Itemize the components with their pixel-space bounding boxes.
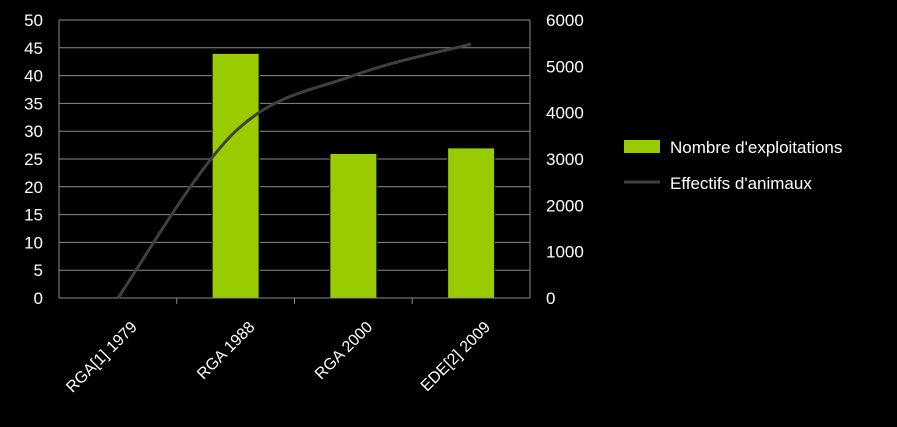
right-tick-label: 1000 <box>546 243 584 262</box>
left-tick-label: 15 <box>24 206 43 225</box>
left-tick-label: 45 <box>24 39 43 58</box>
right-tick-label: 6000 <box>546 11 584 30</box>
right-tick-label: 4000 <box>546 104 584 123</box>
right-tick-label: 0 <box>546 289 555 308</box>
category-labels: RGA[1] 1979 RGA 1988 RGA 2000 EDE[2] 2009 <box>63 319 494 397</box>
left-tick-label: 30 <box>24 122 43 141</box>
bar <box>447 147 496 299</box>
left-tick-label: 25 <box>24 150 43 169</box>
axes <box>58 20 531 304</box>
legend-label-bars: Nombre d'exploitations <box>670 138 842 157</box>
category-label: EDE[2] 2009 <box>418 319 494 395</box>
left-tick-label: 5 <box>34 261 43 280</box>
right-tick-label: 2000 <box>546 196 584 215</box>
category-label: RGA[1] 1979 <box>63 319 141 397</box>
right-tick-label: 5000 <box>546 57 584 76</box>
bar <box>329 152 378 299</box>
right-axis-ticks: 0 1000 2000 3000 4000 5000 6000 <box>546 11 584 308</box>
category-label: RGA 2000 <box>312 319 376 383</box>
category-label: RGA 1988 <box>194 319 258 383</box>
left-tick-label: 0 <box>34 289 43 308</box>
line-series <box>116 42 472 299</box>
left-tick-label: 40 <box>24 67 43 86</box>
bar-series <box>211 52 496 299</box>
legend: Nombre d'exploitations Effectifs d'anima… <box>624 138 842 193</box>
right-tick-label: 3000 <box>546 150 584 169</box>
bar <box>211 52 260 299</box>
legend-label-line: Effectifs d'animaux <box>670 174 812 193</box>
legend-swatch-bars <box>624 140 660 153</box>
left-tick-label: 35 <box>24 94 43 113</box>
series-line <box>116 42 472 299</box>
left-axis-ticks: 0 5 10 15 20 25 30 35 40 45 50 <box>24 11 43 308</box>
left-tick-label: 10 <box>24 233 43 252</box>
left-tick-label: 20 <box>24 178 43 197</box>
left-tick-label: 50 <box>24 11 43 30</box>
